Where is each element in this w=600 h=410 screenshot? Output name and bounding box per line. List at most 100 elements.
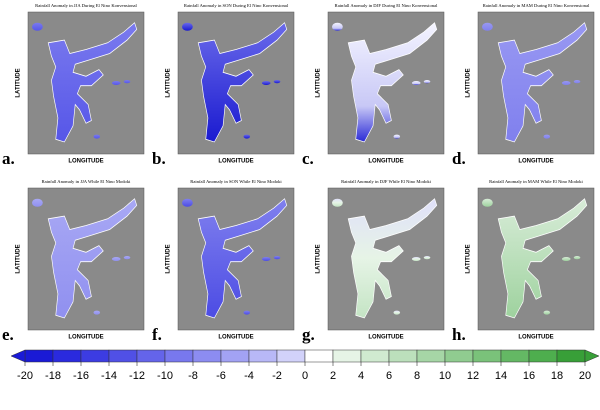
panel-title: Rainfall Anomaly in MAM While El Nino Mo… [489, 179, 583, 184]
colorbar-tick-label: -20 [17, 370, 33, 382]
y-axis-label: LATITUDE [16, 244, 22, 273]
colorbar-tick-label: -2 [272, 370, 282, 382]
island [197, 22, 288, 143]
x-axis-label: LONGITUDE [68, 335, 103, 341]
island [32, 198, 43, 207]
island [93, 310, 101, 315]
y-axis-label: LATITUDE [166, 68, 172, 97]
island [573, 80, 581, 84]
panel-title: Rainfall Anomaly in JJA While El Nino Mo… [42, 179, 132, 184]
x-axis-label: LONGITUDE [368, 159, 403, 165]
island [482, 22, 493, 31]
island [182, 22, 193, 31]
y-axis-label: LATITUDE [316, 244, 322, 273]
island [197, 198, 288, 319]
colorbar-arrow [10, 349, 26, 363]
island [273, 256, 281, 260]
colorbar-tick-label: 10 [439, 370, 451, 382]
panel-title: Rainfall Anomaly in MAM During El Nino K… [483, 3, 590, 8]
colorbar-tick-label: 18 [551, 370, 563, 382]
panel-label: a. [2, 149, 15, 168]
colorbar-segment [192, 349, 222, 363]
colorbar-segment [80, 349, 110, 363]
island [573, 256, 581, 260]
island [111, 256, 121, 262]
colorbar-segment [556, 349, 586, 363]
colorbar-tick-label: 2 [330, 370, 336, 382]
island [261, 80, 271, 86]
colorbar-segment [472, 349, 502, 363]
map-land [482, 198, 588, 319]
panel-title: Rainfall Anomaly in DJF While El Nino Mo… [341, 179, 432, 184]
colorbar-segment [388, 349, 418, 363]
colorbar-tick-label: -6 [216, 370, 226, 382]
panel-label: c. [302, 149, 314, 168]
panel-label: d. [452, 149, 466, 168]
panel-label: g. [302, 325, 315, 344]
x-axis-label: LONGITUDE [518, 159, 553, 165]
map-land [32, 22, 138, 143]
island [347, 22, 438, 143]
colorbar-segment [24, 349, 54, 363]
island [332, 198, 343, 207]
colorbar-segment [304, 349, 334, 363]
island [111, 80, 121, 86]
island [393, 134, 401, 139]
island [482, 198, 493, 207]
colorbar-tick-label: -16 [73, 370, 89, 382]
colorbar-tick-label: 4 [358, 370, 364, 382]
island [261, 256, 271, 262]
x-axis-label: LONGITUDE [218, 159, 253, 165]
island [423, 256, 431, 260]
colorbar-tick-label: -18 [45, 370, 61, 382]
island [423, 80, 431, 84]
panel-label: f. [152, 325, 162, 344]
x-axis-label: LONGITUDE [68, 159, 103, 165]
colorbar-segment [360, 349, 390, 363]
colorbar-segment [416, 349, 446, 363]
panel-title: Rainfall Anomaly in SON While El Nino Mo… [190, 179, 282, 184]
island [123, 80, 131, 84]
colorbar-segment [444, 349, 474, 363]
colorbar-segment [332, 349, 362, 363]
island [182, 198, 193, 207]
colorbar-arrow [584, 349, 600, 363]
island [47, 198, 138, 319]
colorbar-tick-label: 16 [523, 370, 535, 382]
y-axis-label: LATITUDE [466, 68, 472, 97]
island [497, 198, 588, 319]
x-axis-label: LONGITUDE [518, 335, 553, 341]
map-land [182, 198, 288, 319]
x-axis-label: LONGITUDE [218, 335, 253, 341]
colorbar-tick-label: -12 [129, 370, 145, 382]
island [93, 134, 101, 139]
island [32, 22, 43, 31]
colorbar-segment [52, 349, 82, 363]
island [347, 198, 438, 319]
colorbar-tick-label: 20 [579, 370, 591, 382]
island [543, 134, 551, 139]
colorbar-tick-label: -14 [101, 370, 117, 382]
x-axis-label: LONGITUDE [368, 335, 403, 341]
panel-label: h. [452, 325, 466, 344]
colorbar-tick-label: -4 [244, 370, 254, 382]
island [411, 256, 421, 262]
island [243, 134, 251, 139]
colorbar-tick-label: -8 [188, 370, 198, 382]
island [561, 256, 571, 262]
island [497, 22, 588, 143]
island [561, 80, 571, 86]
colorbar-tick-label: 12 [467, 370, 479, 382]
colorbar-segment [108, 349, 138, 363]
colorbar-tick-label: 0 [302, 370, 308, 382]
map-land [32, 198, 138, 319]
colorbar-tick-label: -10 [157, 370, 173, 382]
colorbar-segment [528, 349, 558, 363]
y-axis-label: LATITUDE [316, 68, 322, 97]
panel-label: b. [152, 149, 166, 168]
colorbar-tick-label: 14 [495, 370, 507, 382]
y-axis-label: LATITUDE [16, 68, 22, 97]
panel-label: e. [2, 325, 14, 344]
island [393, 310, 401, 315]
